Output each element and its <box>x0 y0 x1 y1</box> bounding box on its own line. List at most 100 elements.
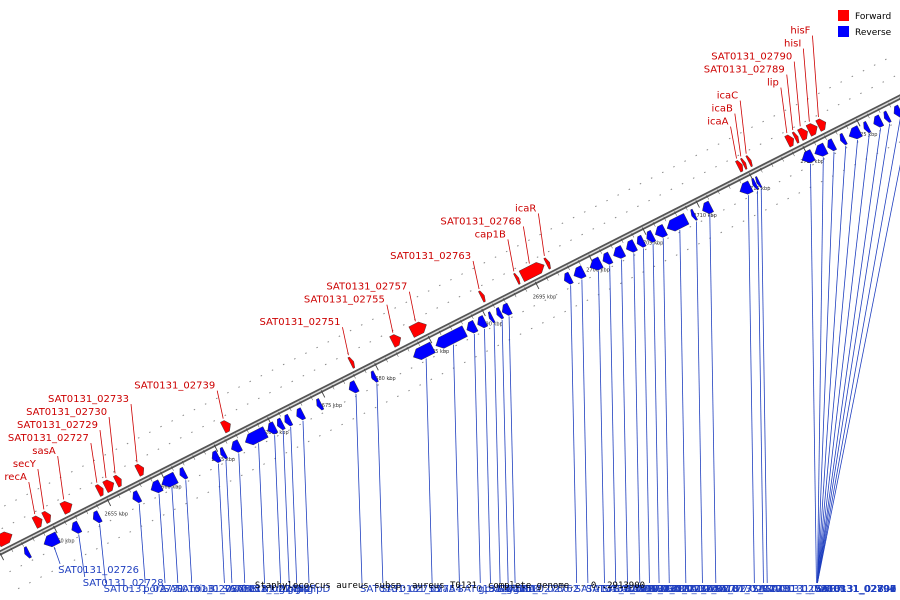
reverse-gene-label: miaB <box>190 584 216 595</box>
reverse-gene-label: SAT0131_02798 <box>815 584 896 595</box>
forward-gene[interactable] <box>220 419 233 434</box>
reverse-gene[interactable] <box>177 466 189 480</box>
forward-leader-line <box>37 469 45 510</box>
reverse-gene[interactable] <box>487 311 496 324</box>
forward-gene[interactable] <box>543 257 553 270</box>
reverse-gene-label: glpP <box>279 584 301 595</box>
forward-leader-line <box>216 390 224 419</box>
reverse-gene[interactable] <box>159 471 179 490</box>
forward-gene[interactable] <box>94 483 106 497</box>
tick-mark <box>395 352 399 357</box>
forward-gene[interactable] <box>41 510 54 524</box>
reverse-gene[interactable] <box>562 271 574 286</box>
reverse-gene[interactable] <box>882 110 892 124</box>
tick-mark <box>631 232 635 238</box>
forward-gene[interactable] <box>735 159 745 173</box>
reverse-gene[interactable] <box>22 546 32 559</box>
reverse-gene[interactable] <box>148 479 164 496</box>
reverse-gene[interactable] <box>229 439 243 455</box>
reverse-gene[interactable] <box>846 125 863 142</box>
forward-gene[interactable] <box>805 121 820 137</box>
reverse-gene[interactable] <box>41 531 61 550</box>
reverse-gene[interactable] <box>653 224 668 240</box>
reverse-gene[interactable] <box>294 407 306 422</box>
reverse-gene[interactable] <box>600 251 614 267</box>
reverse-gene[interactable] <box>634 234 647 249</box>
forward-gene[interactable] <box>113 474 124 488</box>
reverse-gene-label: SAT0131_02772 <box>614 584 695 595</box>
reverse-gene-label: SAT0131_02731 <box>104 584 185 595</box>
reverse-leader-line <box>747 195 755 584</box>
reverse-gene[interactable] <box>130 490 143 505</box>
reverse-gene[interactable] <box>664 213 690 233</box>
reverse-gene[interactable] <box>69 520 83 536</box>
reverse-gene[interactable] <box>275 417 286 431</box>
forward-gene[interactable] <box>518 260 547 283</box>
forward-leader-line <box>734 113 742 157</box>
reverse-gene[interactable] <box>218 446 228 460</box>
reverse-gene[interactable] <box>209 450 222 464</box>
reverse-gene[interactable] <box>689 208 698 221</box>
forward-gene[interactable] <box>102 478 117 493</box>
reverse-gene[interactable] <box>571 265 587 282</box>
forward-gene[interactable] <box>347 356 357 369</box>
reverse-gene[interactable] <box>464 320 479 335</box>
tick-label: 2685 kbp <box>426 349 450 355</box>
reverse-gene[interactable] <box>624 239 638 254</box>
reverse-gene[interactable] <box>812 142 829 159</box>
genome-backbone <box>0 94 900 556</box>
forward-gene[interactable] <box>784 133 797 148</box>
reverse-gene[interactable] <box>314 398 325 411</box>
forward-gene-label: SAT0131_02727 <box>8 433 89 444</box>
reverse-gene[interactable] <box>494 306 505 320</box>
reverse-gene[interactable] <box>346 380 360 395</box>
forward-gene[interactable] <box>408 319 429 338</box>
reverse-gene[interactable] <box>799 149 816 165</box>
reverse-gene[interactable] <box>700 200 714 216</box>
reverse-gene[interactable] <box>475 315 489 330</box>
reverse-gene[interactable] <box>861 120 872 134</box>
reverse-gene[interactable] <box>243 426 269 448</box>
forward-leader-line <box>57 456 65 500</box>
tick-mark <box>684 205 688 211</box>
forward-gene[interactable] <box>478 290 487 303</box>
forward-gene[interactable] <box>815 117 829 132</box>
reverse-gene[interactable] <box>369 370 379 384</box>
forward-leader-line <box>537 213 545 256</box>
reverse-gene[interactable] <box>587 256 604 273</box>
forward-gene[interactable] <box>389 332 404 348</box>
reverse-leader-line <box>817 128 881 584</box>
reverse-gene[interactable] <box>750 177 759 190</box>
reverse-gene[interactable] <box>282 413 294 427</box>
forward-gene[interactable] <box>31 514 45 529</box>
reverse-gene[interactable] <box>754 176 763 189</box>
reverse-gene[interactable] <box>825 138 837 153</box>
reverse-leader-line <box>290 427 298 584</box>
forward-leader-line <box>812 35 819 118</box>
forward-gene[interactable] <box>134 462 147 477</box>
reverse-leader-line <box>598 271 605 584</box>
forward-gene[interactable] <box>791 131 801 144</box>
reverse-gene[interactable] <box>499 302 513 318</box>
forward-gene[interactable] <box>59 499 75 515</box>
reverse-gene[interactable] <box>433 325 468 351</box>
reverse-gene[interactable] <box>644 229 657 244</box>
forward-gene[interactable] <box>0 529 15 548</box>
reverse-gene[interactable] <box>737 180 754 197</box>
reverse-gene[interactable] <box>411 341 436 362</box>
reverse-gene[interactable] <box>871 114 885 130</box>
forward-gene[interactable] <box>745 155 754 168</box>
reverse-gene[interactable] <box>90 510 103 525</box>
reverse-gene-label: miaA <box>430 584 456 595</box>
tick-mark <box>203 449 206 455</box>
forward-gene[interactable] <box>740 157 748 170</box>
forward-gene[interactable] <box>513 272 521 285</box>
reverse-gene[interactable] <box>265 421 279 437</box>
forward-gene[interactable] <box>797 126 810 141</box>
reverse-leader-line <box>696 221 703 584</box>
reverse-gene[interactable] <box>891 104 900 119</box>
reverse-gene[interactable] <box>838 132 848 146</box>
reverse-gene[interactable] <box>611 245 627 261</box>
reverse-leader-line <box>757 190 764 584</box>
